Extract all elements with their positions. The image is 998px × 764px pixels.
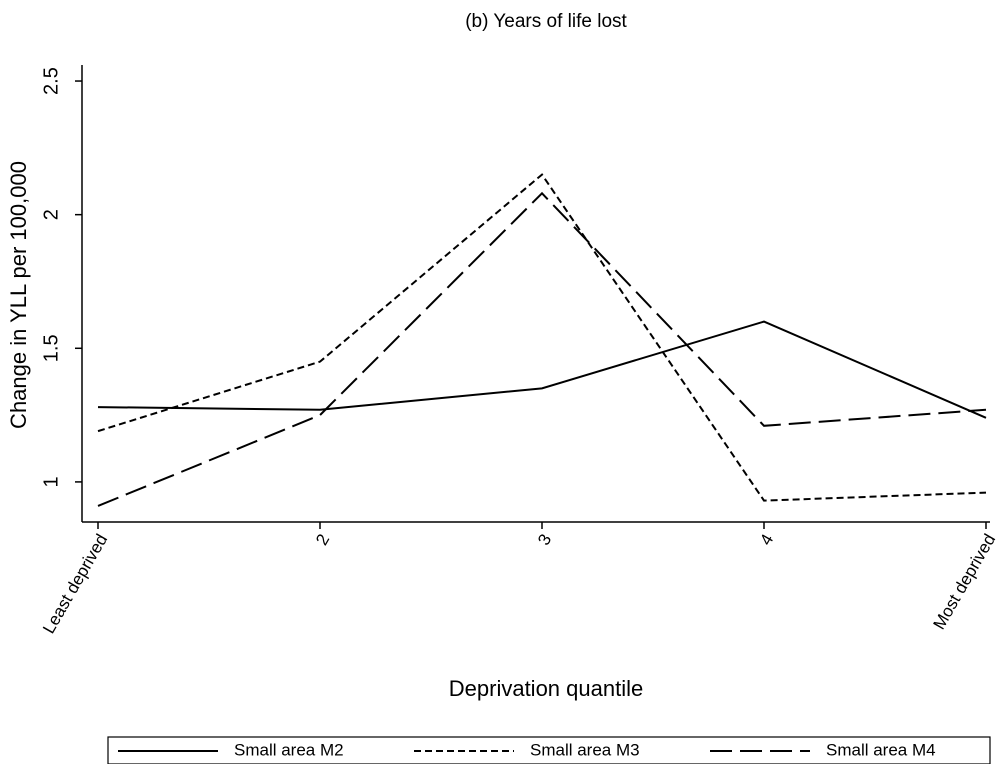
- y-tick-label: 2: [40, 209, 62, 220]
- y-tick-label: 1.5: [40, 334, 62, 362]
- legend-label: Small area M4: [826, 740, 936, 759]
- x-axis-label: Deprivation quantile: [449, 676, 643, 701]
- series-line: [97, 191, 987, 507]
- x-tick-label: 4: [756, 531, 777, 549]
- chart-title: (b) Years of life lost: [465, 11, 627, 32]
- x-tick-label: Least deprived: [39, 531, 111, 637]
- series-line: [97, 173, 987, 502]
- legend-label: Small area M3: [530, 740, 640, 759]
- x-tick-label: 3: [534, 531, 555, 549]
- y-tick-label: 1: [40, 476, 62, 487]
- y-axis-label: Change in YLL per 100,000: [6, 161, 31, 429]
- x-tick-label: Most deprived: [930, 531, 998, 633]
- y-tick-label: 2.5: [40, 67, 62, 95]
- legend-label: Small area M2: [234, 740, 344, 759]
- series-line: [97, 320, 987, 419]
- legend-box: [107, 736, 991, 764]
- x-tick-label: 2: [312, 531, 333, 549]
